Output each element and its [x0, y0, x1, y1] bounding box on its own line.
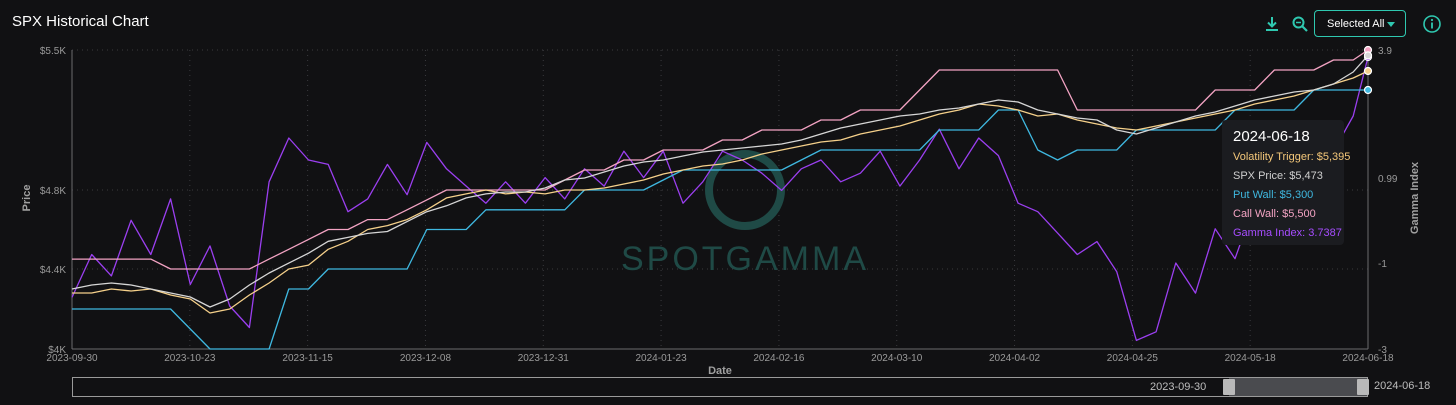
x-tick-label: 2024-02-16: [753, 353, 805, 364]
chart-series: [71, 49, 1369, 350]
x-tick-label: 2024-01-23: [636, 353, 688, 364]
tooltip-gamma-index: Gamma Index: 3.7387: [1233, 227, 1342, 239]
y2-axis-label: Gamma Index: [1409, 161, 1421, 234]
chart-axes: 2023-09-30 2023-10-23 2023-11-15 2023-12-08…: [40, 46, 1398, 364]
series-end-point-put-wall: [1363, 85, 1373, 95]
series-select-label: Selected All: [1327, 18, 1385, 30]
navigator-end-label: 2024-06-18: [1374, 380, 1431, 392]
watermark: SPOTGAMMA: [621, 240, 869, 278]
series-line-call-wall[interactable]: [72, 49, 1369, 270]
tooltip-volatility-trigger: Volatility Trigger: $5,395: [1233, 151, 1351, 163]
y2-tick-label: -1: [1378, 259, 1387, 270]
y-tick-label: $4.8K: [40, 186, 66, 197]
y-tick-label: $4.4K: [40, 265, 66, 276]
chevron-down-icon: [1387, 22, 1395, 27]
navigator-selection[interactable]: [1229, 378, 1367, 396]
x-tick-label: 2023-11-15: [282, 353, 333, 364]
download-icon[interactable]: [1262, 14, 1282, 34]
y-axis-label: Price: [21, 185, 33, 212]
chart-tooltip: 2024-06-18 Volatility Trigger: $5,395 SP…: [1222, 120, 1350, 245]
y-tick-label: $4K: [48, 345, 66, 356]
y2-tick-label: 3.9: [1378, 46, 1392, 57]
y2-tick-label: 0.99: [1378, 174, 1398, 185]
y-tick-label: $5.5K: [40, 46, 66, 57]
tooltip-spx-price: SPX Price: $5,473: [1233, 170, 1323, 182]
x-tick-label: 2023-10-23: [164, 353, 216, 364]
x-tick-label: 2024-05-18: [1225, 353, 1277, 364]
tooltip-put-wall: Put Wall: $5,300: [1233, 189, 1314, 201]
x-tick-label: 2023-12-08: [400, 353, 452, 364]
series-end-point-volatility-trigger: [1363, 66, 1373, 76]
info-icon[interactable]: [1422, 14, 1442, 34]
navigator-left-handle[interactable]: [1223, 379, 1235, 395]
navigator-right-handle[interactable]: [1357, 379, 1369, 395]
navigator-start-label: 2023-09-30: [1150, 381, 1207, 393]
series-line-volatility-trigger[interactable]: [72, 70, 1369, 314]
chart-title: SPX Historical Chart: [12, 13, 149, 30]
x-tick-label: 2024-04-25: [1107, 353, 1159, 364]
series-select[interactable]: Selected All: [1314, 10, 1406, 37]
tooltip-date: 2024-06-18: [1233, 128, 1310, 145]
series-end-point-spx-price: [1363, 51, 1373, 60]
x-tick-label: 2024-06-18: [1342, 353, 1394, 364]
tooltip-call-wall: Call Wall: $5,500: [1233, 208, 1316, 220]
range-navigator[interactable]: 2023-09-30: [72, 377, 1369, 397]
chart-end-markers: [1363, 45, 1373, 95]
series-line-gamma-index[interactable]: [71, 56, 1369, 342]
spx-historical-chart[interactable]: SPOTGAMMA 2023-09-30 2023-10-23 2023-11-15…: [0, 0, 1456, 375]
series-line-spx-price[interactable]: [71, 54, 1369, 308]
x-tick-label: 2024-04-02: [989, 353, 1041, 364]
zoom-icon[interactable]: [1290, 14, 1310, 34]
y2-tick-label: -3: [1378, 345, 1387, 356]
x-tick-label: 2023-09-30: [46, 353, 98, 364]
series-line-put-wall[interactable]: [72, 89, 1368, 350]
x-axis-label: Date: [708, 365, 732, 375]
x-tick-label: 2023-12-31: [518, 353, 570, 364]
x-tick-label: 2024-03-10: [871, 353, 923, 364]
